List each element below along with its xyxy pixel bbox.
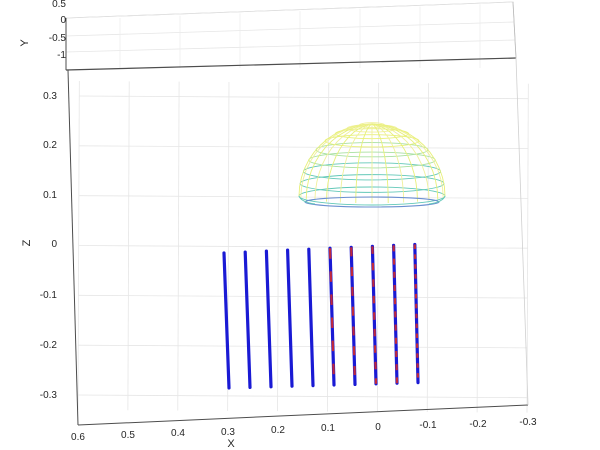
grid-line-y bbox=[65, 1, 514, 19]
surface-longitude-line bbox=[326, 123, 373, 202]
surface-longitude-line bbox=[305, 123, 373, 200]
z-tick-label: 0.2 bbox=[43, 140, 57, 151]
x-tick-label: 0.1 bbox=[321, 423, 335, 434]
line-segment-overlay bbox=[350, 247, 357, 385]
x-tick-label: 0 bbox=[375, 422, 381, 433]
grid-line-z bbox=[79, 145, 529, 149]
surface-longitude-line bbox=[371, 123, 444, 198]
surface-longitude-line bbox=[371, 123, 418, 202]
surface-mesh bbox=[298, 122, 446, 208]
grid-line-z bbox=[78, 195, 528, 199]
y-axis-label: Y bbox=[19, 39, 31, 47]
z-tick-label: -0.1 bbox=[40, 290, 58, 301]
x-tick-label: 0.3 bbox=[221, 427, 235, 438]
x-tick-label: 0.4 bbox=[171, 428, 185, 439]
right-edge bbox=[515, 57, 529, 406]
y-tick-label: -1 bbox=[57, 50, 66, 61]
z-tick-label: 0 bbox=[51, 239, 57, 250]
y-tick-label: 0 bbox=[60, 15, 66, 26]
x-axis-label: X bbox=[227, 438, 235, 450]
x-axis-line bbox=[77, 404, 529, 426]
surface-longitude-line bbox=[339, 123, 373, 203]
x-tick-label: 0.6 bbox=[71, 432, 85, 443]
line-series bbox=[222, 242, 420, 390]
surface-longitude-line bbox=[371, 123, 389, 204]
surface-edge-left bbox=[298, 195, 316, 205]
y-tick-label: -0.5 bbox=[49, 33, 67, 44]
surface-longitude-line bbox=[371, 123, 439, 200]
surface-longitude-line bbox=[314, 123, 373, 201]
tick-labels: 0.6 0.5 0.4 0.3 0.2 0.1 0 -0.1 -0.2 -0.3 0.3 0.2 0.1… bbox=[40, 0, 537, 443]
line-segment-overlay bbox=[371, 246, 378, 384]
x-tick-label: -0.1 bbox=[419, 420, 437, 431]
grid-line-z bbox=[78, 344, 528, 349]
line-segment bbox=[307, 247, 315, 388]
z-axis-label: Z bbox=[21, 239, 33, 246]
grid-line-z bbox=[78, 245, 528, 249]
y-tick-label: 0.5 bbox=[52, 0, 66, 10]
line-segment bbox=[328, 246, 336, 387]
line-segment-overlay bbox=[413, 244, 420, 383]
line-segment bbox=[286, 248, 294, 388]
line-segment bbox=[243, 250, 252, 389]
line-segment bbox=[222, 251, 231, 390]
line-segment-overlay bbox=[392, 245, 399, 384]
surface-longitude-line bbox=[371, 123, 405, 203]
grid-line-z bbox=[78, 394, 528, 399]
surface-edge-right bbox=[428, 195, 446, 205]
z-tick-label: 0.3 bbox=[43, 91, 57, 102]
x-tick-label: 0.5 bbox=[121, 430, 135, 441]
grid-line-z bbox=[79, 95, 529, 100]
grid-line-y bbox=[65, 39, 516, 53]
surface-longitude-line bbox=[371, 123, 430, 201]
z-tick-label: 0.1 bbox=[43, 190, 57, 201]
top-right-edge bbox=[512, 1, 517, 59]
x-tick-label: -0.3 bbox=[519, 417, 537, 428]
line-segment bbox=[264, 249, 273, 389]
z-tick-label: -0.2 bbox=[40, 340, 58, 351]
y-axis-line bbox=[65, 57, 517, 71]
x-tick-label: -0.2 bbox=[469, 419, 487, 430]
grid-line-z bbox=[78, 294, 528, 299]
axes-frame bbox=[65, 1, 529, 426]
grid-line-y bbox=[65, 21, 515, 37]
z-axis-line bbox=[67, 69, 79, 426]
surface-longitude-line bbox=[355, 123, 373, 204]
surface-longitude-line bbox=[371, 123, 446, 197]
grid-line-x bbox=[526, 83, 529, 413]
surface-longitude-line bbox=[298, 123, 373, 197]
x-tick-label: 0.2 bbox=[271, 425, 285, 436]
surface-longitude-line bbox=[300, 123, 373, 198]
z-tick-label: -0.3 bbox=[40, 390, 58, 401]
